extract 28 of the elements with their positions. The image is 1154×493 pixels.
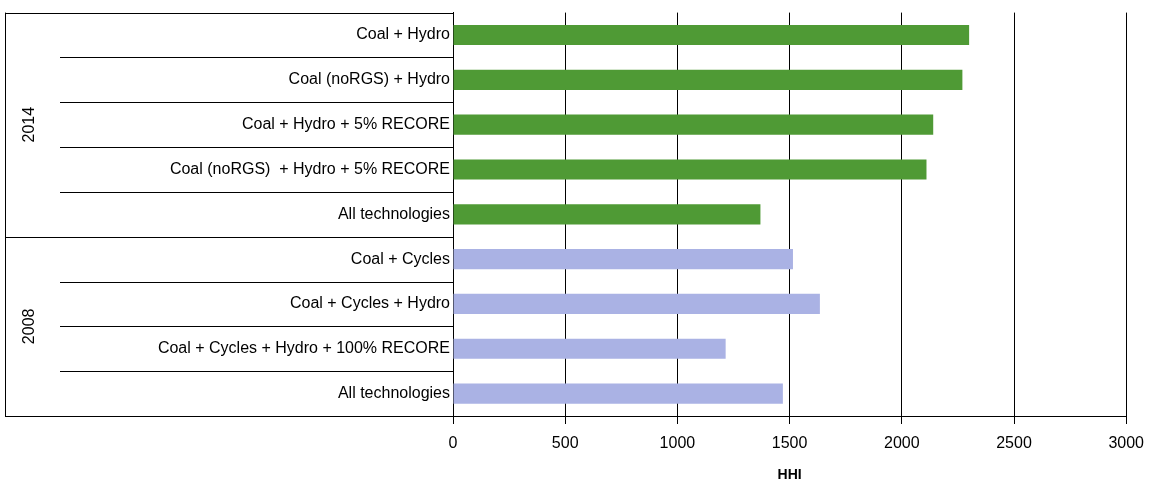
bar [453,338,726,359]
x-tick-label: 0 [448,434,458,452]
x-tick-label: 1500 [771,434,808,452]
bar [453,159,927,180]
bar [453,69,963,90]
text: 2014 [20,106,38,143]
bar [453,114,934,135]
y-tick-label: Coal + Hydro + 5% RECORE [241,115,450,133]
bar [453,293,820,315]
x-tick-label: 1000 [659,434,696,452]
y-tick-label: Coal + Cycles + Hydro [289,294,451,312]
y-tick-label: All technologies [337,204,450,222]
y-tick-label: All technologies [337,384,450,401]
bar [453,204,761,225]
bar [453,24,970,46]
bar [453,249,793,270]
y-tick-label: Coal + Hydro [356,25,451,43]
bar [453,383,783,404]
x-tick-label: 3000 [1108,434,1145,452]
y-tick-label: Coal + Cycles + Hydro + 100% RECORE [157,339,450,357]
y-tick-label: Coal + Cycles [350,249,450,267]
y-tick-label: Coal (noRGS) + Hydro [288,70,451,88]
x-tick-label: 2000 [884,434,920,452]
text: 2008 [20,308,38,345]
x-tick-label: 500 [551,434,579,452]
x-tick-label: 2500 [996,434,1032,452]
x-axis-title: HHI [777,466,802,483]
y-tick-label: Coal (noRGS) + Hydro + 5% RECORE [169,159,450,177]
